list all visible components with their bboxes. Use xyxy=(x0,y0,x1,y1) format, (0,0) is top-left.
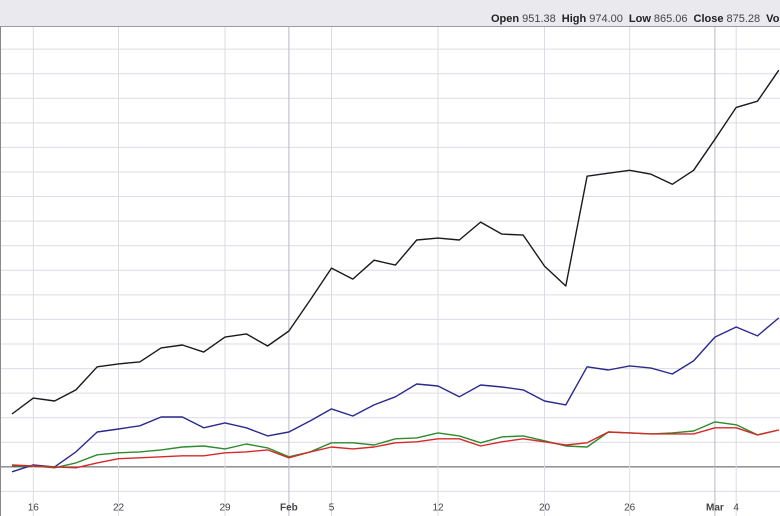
x-tick-label: Mar xyxy=(706,503,724,514)
ohlc-value: 951.38 xyxy=(522,13,556,25)
ohlc-label: High xyxy=(561,13,587,25)
price-line xyxy=(11,69,780,415)
ohlc-value: 865.06 xyxy=(653,13,688,25)
x-tick-label: 20 xyxy=(539,503,551,514)
x-tick-label: 26 xyxy=(624,503,636,514)
x-tick-label: Feb xyxy=(280,503,298,514)
chart: 16 22 29 Feb 5 12 20 26 Mar 4 xyxy=(0,27,780,516)
ohlc-label: Volum xyxy=(766,13,780,25)
ohlc-readout: Open 951.38 High 974.00 Low 865.06 Close 875.28… xyxy=(491,13,780,25)
ohlc-value: 974.00 xyxy=(589,13,623,25)
price-line xyxy=(12,421,779,469)
ohlc-label: Close xyxy=(693,13,724,25)
ohlc-value: 875.28 xyxy=(726,13,761,25)
x-tick-label: 5 xyxy=(329,503,335,514)
x-tick-label: 16 xyxy=(28,503,40,514)
ohlc-header: Open 951.38 High 974.00 Low 865.06 Close 875.28… xyxy=(0,0,780,27)
ohlc-label: Low xyxy=(628,13,651,25)
x-tick-label: 12 xyxy=(432,503,444,514)
x-tick-label: 29 xyxy=(219,503,231,514)
x-tick-label: 4 xyxy=(733,503,739,514)
ohlc-label: Open xyxy=(491,13,520,25)
price-line xyxy=(11,317,780,473)
price-line xyxy=(11,427,779,469)
x-tick-label: 22 xyxy=(113,503,125,514)
